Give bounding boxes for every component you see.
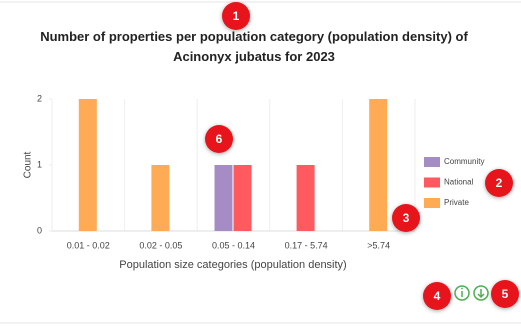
annotation-marker: 5	[491, 280, 519, 308]
marker-circle	[423, 282, 451, 310]
annotation-marker: 2	[485, 169, 513, 197]
download-button[interactable]	[473, 285, 489, 301]
annotation-marker: 3	[392, 204, 420, 232]
legend-swatch	[424, 157, 440, 167]
legend-label: National	[444, 178, 474, 187]
marker-label: 1	[233, 9, 240, 23]
annotation-marker: 6	[205, 125, 233, 153]
marker-label: 6	[216, 132, 223, 146]
annotation-marker: 1	[222, 2, 250, 30]
bar	[78, 99, 97, 231]
bar	[296, 165, 315, 231]
marker-label: 2	[496, 176, 503, 190]
bar	[151, 165, 170, 231]
marker-circle	[485, 169, 513, 197]
x-tick-label: >5.74	[367, 240, 390, 250]
y-tick-label: 2	[37, 93, 42, 103]
bar	[214, 165, 233, 231]
y-tick-label: 1	[37, 159, 42, 169]
y-tick-label: 0	[37, 225, 42, 235]
chart-title: Number of properties per population cate…	[40, 29, 468, 64]
marker-circle	[205, 125, 233, 153]
marker-circle	[222, 2, 250, 30]
x-tick-label: 0.02 - 0.05	[139, 240, 182, 250]
marker-circle	[491, 280, 519, 308]
marker-label: 4	[434, 289, 441, 303]
bar	[369, 99, 388, 231]
legend-label: Private	[444, 198, 469, 207]
annotation-marker: 4	[423, 282, 451, 310]
x-tick-label: 0.17 - 5.74	[285, 240, 328, 250]
marker-circle	[392, 204, 420, 232]
bar	[233, 165, 252, 231]
y-axis-label: Count	[23, 151, 34, 178]
x-tick-label: 0.01 - 0.02	[67, 240, 110, 250]
legend-swatch	[424, 177, 440, 188]
info-button[interactable]	[454, 285, 470, 301]
marker-label: 5	[502, 287, 509, 301]
x-axis-label: Population size categories (population d…	[119, 259, 346, 271]
legend-swatch	[424, 198, 440, 208]
marker-label: 3	[403, 211, 410, 225]
x-tick-label: 0.05 - 0.14	[212, 240, 255, 250]
legend-label: Community	[444, 157, 484, 166]
